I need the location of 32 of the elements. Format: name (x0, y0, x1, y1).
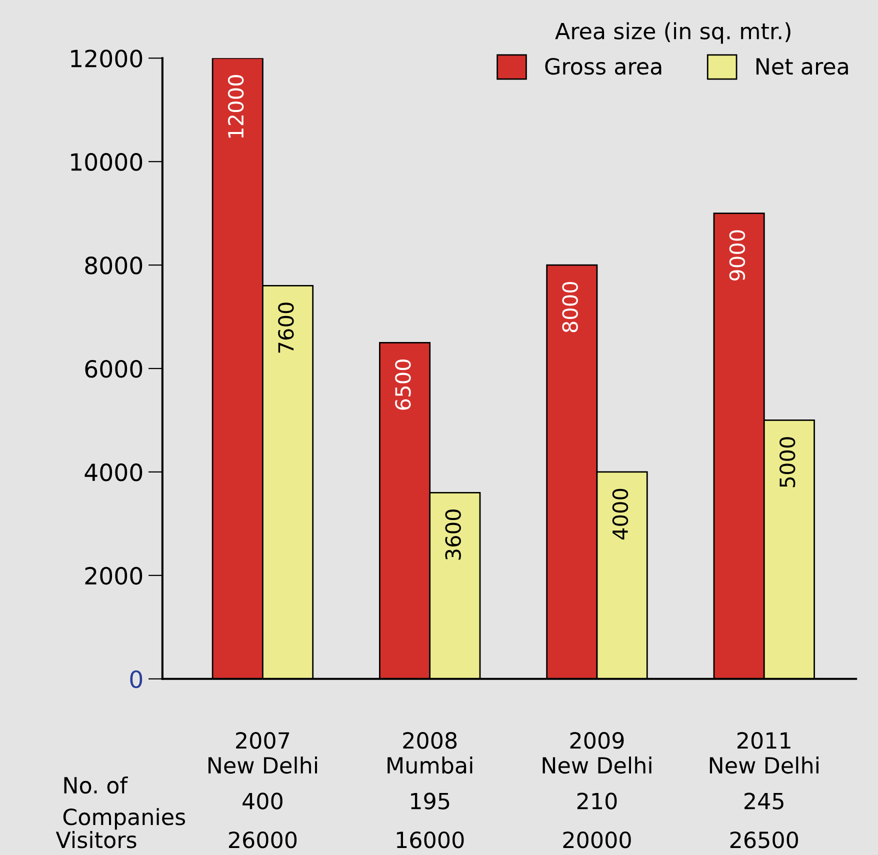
data-label: 9000 (729, 230, 746, 281)
legend-title: Area size (in sq. mtr.) (555, 22, 790, 44)
x-tick-label: 2008 Mumbai (388, 732, 472, 774)
text: 245 (744, 792, 784, 810)
text: 195 (411, 792, 450, 810)
legend-label: Gross area (545, 58, 662, 75)
y-tick-label: 0 (130, 670, 142, 688)
text: No. of Companies (63, 776, 186, 830)
y-tick-label: 4000 (84, 463, 142, 482)
data-label: 12000 (228, 75, 244, 138)
x-tick-label: 2011 New Delhi (710, 732, 818, 774)
text: 210 (577, 792, 617, 810)
data-label: 8000 (562, 282, 578, 332)
text: 26500 (730, 831, 798, 848)
x-tick-label: 2007 New Delhi (208, 732, 318, 774)
text: 20000 (563, 831, 631, 848)
data-label: 7600 (278, 302, 294, 353)
y-tick-label: 6000 (85, 360, 142, 378)
text: Visitors (56, 831, 136, 848)
data-label: 3600 (445, 510, 461, 560)
data-label: 6500 (395, 360, 411, 410)
legend-label: Net area (756, 58, 848, 75)
data-label: 4000 (612, 488, 628, 540)
text: 26000 (228, 831, 297, 848)
y-tick-label: 2000 (85, 566, 142, 585)
y-tick-label: 8000 (85, 256, 142, 274)
text: 400 (242, 792, 282, 810)
y-tick-label: 12000 (71, 50, 142, 68)
x-tick-label: 2009 New Delhi (542, 732, 652, 774)
y-tick-label: 10000 (71, 153, 142, 171)
data-label: 5000 (779, 437, 796, 488)
text: 16000 (396, 831, 464, 848)
